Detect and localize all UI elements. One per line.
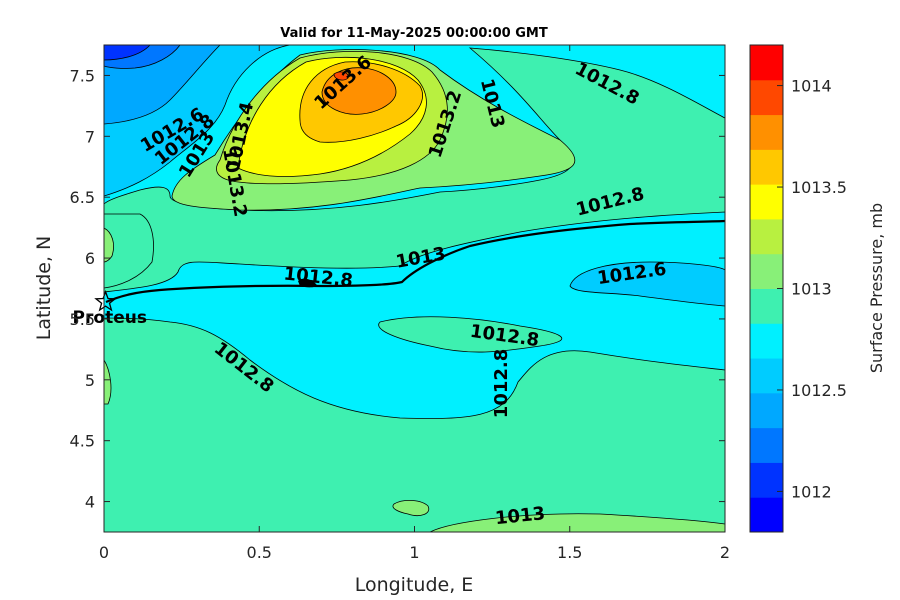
colorbar-tick-label: 1013 xyxy=(791,280,832,299)
x-tick-label: 1.5 xyxy=(557,543,582,562)
colorbar-segment xyxy=(750,323,783,359)
y-axis-label: Latitude, N xyxy=(33,236,55,341)
colorbar-segment xyxy=(750,45,783,81)
y-tick-label: 4.5 xyxy=(70,432,95,451)
x-axis-label: Longitude, E xyxy=(355,574,474,596)
coastline xyxy=(105,219,725,304)
green-bottom-strip xyxy=(429,513,725,532)
x-tick-label: 1 xyxy=(409,543,419,562)
y-tick-label: 6 xyxy=(85,249,95,268)
x-tick-label: 0 xyxy=(99,543,109,562)
colorbar-tick-label: 1013.5 xyxy=(791,178,847,197)
colorbar-segment xyxy=(750,149,783,185)
chart-title: Valid for 11-May-2025 00:00:00 GMT xyxy=(280,26,548,41)
red-spot xyxy=(333,71,349,81)
contour-label: 1013 xyxy=(494,503,546,529)
y-tick-label: 5.5 xyxy=(70,310,95,329)
y-tick-label: 7 xyxy=(85,127,95,146)
colorbar-label: Surface Pressure, mb xyxy=(867,203,886,373)
contour-label: 1012.8 xyxy=(491,349,512,418)
cyan-band-middle xyxy=(104,211,725,419)
y-tick-label: 6.5 xyxy=(70,188,95,207)
colorbar-segment xyxy=(750,184,783,220)
colorbar xyxy=(750,45,783,533)
contour-fill-area xyxy=(104,45,725,532)
colorbar-segment xyxy=(750,114,783,150)
cyan-lower-left xyxy=(378,316,563,353)
colorbar-tick-label: 1014 xyxy=(791,77,832,96)
colorbar-ticks: 1012 1012.5 1013 1013.5 1014 xyxy=(777,77,847,501)
y-tick-label: 7.5 xyxy=(70,66,95,85)
star-icon xyxy=(94,290,117,312)
colorbar-segment xyxy=(750,253,783,289)
colorbar-segment xyxy=(750,79,783,116)
colorbar-tick-label: 1012 xyxy=(791,482,832,501)
blue-right-middle xyxy=(569,261,725,307)
y-tick-label: 5 xyxy=(85,371,95,390)
green-left-edge-small xyxy=(104,359,112,405)
proteus-marker-group: Proteus xyxy=(73,290,147,328)
y-axis-ticks: 4 4.5 5 5.5 6 6.5 7 7.5 xyxy=(70,66,725,512)
colorbar-segment xyxy=(750,392,783,429)
x-axis-ticks: 0 0.5 1 1.5 2 xyxy=(99,45,730,562)
colorbar-segment xyxy=(750,462,783,498)
colorbar-segment xyxy=(750,288,783,324)
green-bottom-blob xyxy=(392,500,430,516)
coastline-notch xyxy=(298,278,317,288)
green-left-pocket xyxy=(104,213,154,289)
colorbar-segment xyxy=(750,218,783,255)
colorbar-segment xyxy=(750,497,783,533)
colorbar-tick-label: 1012.5 xyxy=(791,381,847,400)
marker-label: Proteus xyxy=(73,308,147,328)
colorbar-segment xyxy=(750,358,783,394)
x-tick-label: 2 xyxy=(720,543,730,562)
x-tick-label: 0.5 xyxy=(247,543,272,562)
colorbar-segment xyxy=(750,427,783,463)
y-tick-label: 4 xyxy=(85,493,95,512)
